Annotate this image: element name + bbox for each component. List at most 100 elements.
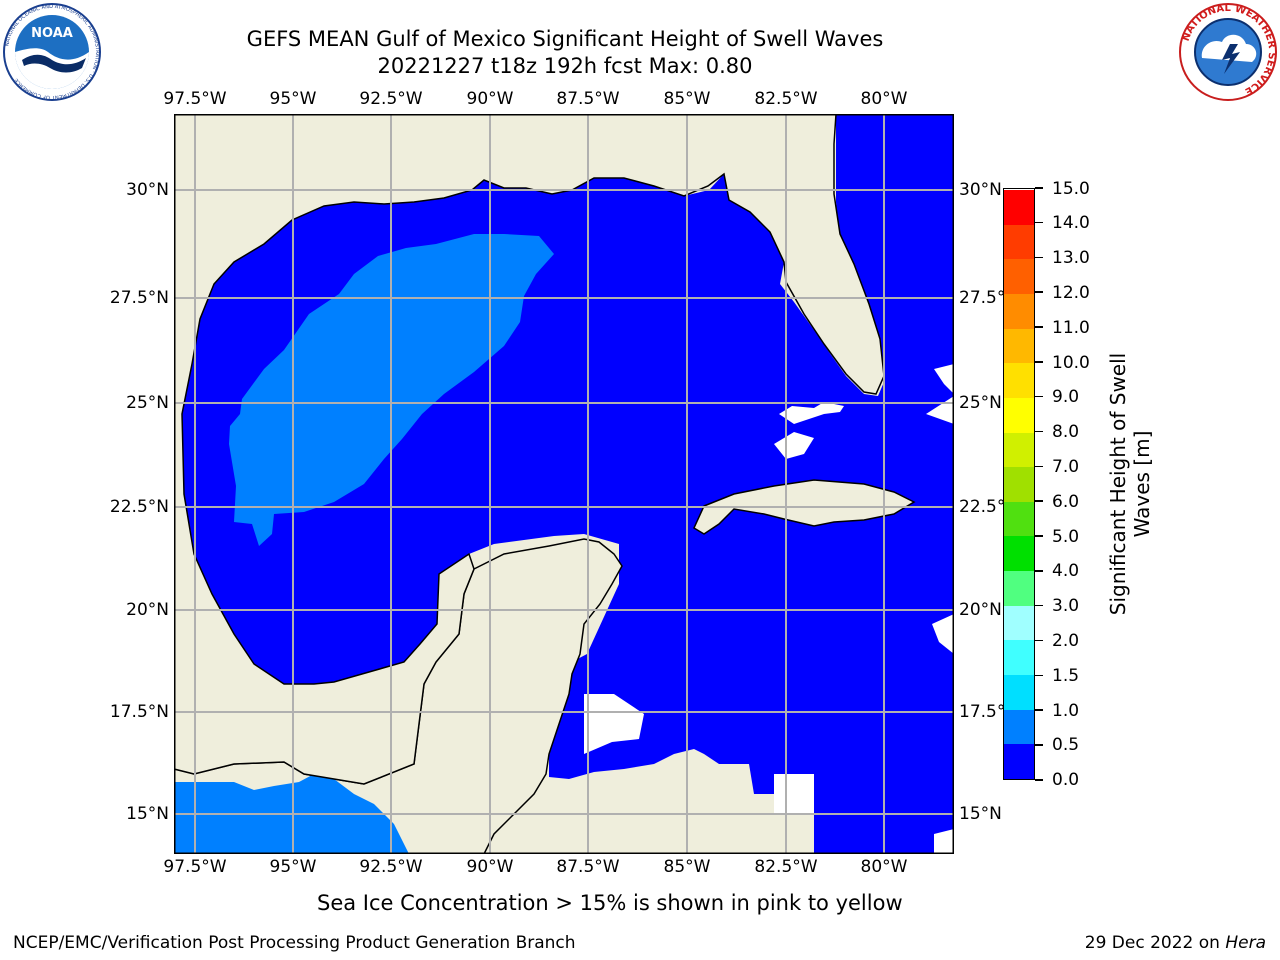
footer-date: 29 Dec 2022 on Hera [1085, 933, 1266, 953]
colorbar-title-line1: Significant Height of Swell [1106, 352, 1130, 616]
colorbar-tick-label: 6.0 [1052, 492, 1080, 512]
colorbar-tick-label: 5.0 [1052, 527, 1080, 547]
bottom-lon-label: 90°W [466, 857, 514, 877]
colorbar-tick-label: 2.0 [1052, 631, 1080, 651]
left-lat-label: 27.5°N [109, 288, 169, 308]
colorbar-tick-mark [1035, 291, 1043, 293]
colorbar-tick-mark [1035, 361, 1043, 363]
colorbar-tick-mark [1035, 674, 1043, 677]
colorbar-tick-label: 1.0 [1052, 701, 1080, 721]
footer-branch: NCEP/EMC/Verification Post Processing Pr… [13, 933, 576, 953]
colorbar-tick-mark [1035, 221, 1043, 224]
colorbar-tick-mark [1035, 535, 1043, 537]
colorbar-tick-mark [1035, 604, 1043, 607]
sea-ice-caption: Sea Ice Concentration > 15% is shown in … [317, 891, 903, 915]
top-lon-label: 90°W [466, 89, 514, 109]
right-lat-label: 15°N [959, 804, 1002, 824]
us-coast-land [174, 114, 885, 785]
colorbar-segment [1004, 328, 1034, 364]
left-lat-label: 17.5°N [109, 702, 169, 722]
colorbar-tick-label: 3.0 [1052, 596, 1080, 616]
top-lon-label: 97.5°W [163, 89, 227, 109]
colorbar-segment [1004, 432, 1034, 468]
colorbar-tick-label: 12.0 [1052, 283, 1090, 303]
colorbar-tick-mark [1035, 395, 1043, 398]
colorbar-tick-mark [1035, 500, 1043, 502]
colorbar-tick-mark [1035, 744, 1043, 746]
colorbar-segment [1004, 293, 1034, 329]
top-lon-label: 87.5°W [556, 89, 620, 109]
map-subtitle: 20221227 t18z 192h fcst Max: 0.80 [377, 54, 753, 78]
top-lon-label: 80°W [860, 89, 908, 109]
colorbar-segment [1004, 743, 1034, 779]
colorbar-tick-mark [1035, 256, 1043, 259]
bottom-lon-label: 92.5°W [359, 857, 423, 877]
left-lat-label: 25°N [126, 393, 169, 413]
bottom-lon-label: 85°W [663, 857, 711, 877]
colorbar-segment [1004, 570, 1034, 606]
colorbar-tick-label: 15.0 [1052, 179, 1090, 199]
top-lon-label: 85°W [663, 89, 711, 109]
colorbar-tick-label: 14.0 [1052, 213, 1090, 233]
colorbar-tick-mark [1035, 465, 1043, 468]
colorbar-segment [1004, 709, 1034, 745]
map-frame [174, 114, 954, 854]
colorbar-tick-label: 7.0 [1052, 457, 1080, 477]
colorbar-tick-label: 4.0 [1052, 561, 1080, 581]
top-lon-label: 82.5°W [754, 89, 818, 109]
map-title: GEFS MEAN Gulf of Mexico Significant Hei… [246, 27, 884, 51]
colorbar-segment [1004, 535, 1034, 572]
noaa-wordmark: NOAA [31, 26, 73, 41]
colorbar-segment [1004, 466, 1034, 502]
colorbar-tick-label: 0.5 [1052, 735, 1080, 755]
left-lat-label: 30°N [126, 180, 169, 200]
colorbar-tick-label: 11.0 [1052, 318, 1090, 338]
colorbar-segment [1004, 397, 1034, 433]
map-panel [174, 114, 954, 854]
colorbar-segment [1004, 189, 1034, 225]
grid-lines [174, 114, 954, 854]
colorbar-title: Significant Height of Swell Waves [m] [1106, 324, 1154, 644]
top-lon-label: 92.5°W [359, 89, 423, 109]
nws-logo: NATIONAL WEATHER SERVICE [1179, 3, 1277, 101]
map-svg [174, 114, 954, 854]
colorbar-segment [1004, 605, 1034, 641]
colorbar-tick-label: 8.0 [1052, 422, 1080, 442]
bottom-lon-label: 97.5°W [163, 857, 227, 877]
colorbar-tick-label: 0.0 [1052, 770, 1080, 790]
colorbar-tick-label: 1.5 [1052, 666, 1080, 686]
bottom-lon-label: 82.5°W [754, 857, 818, 877]
colorbar-tick-label: 10.0 [1052, 353, 1090, 373]
top-lon-label: 95°W [269, 89, 317, 109]
bottom-lon-label: 80°W [860, 857, 908, 877]
left-lat-label: 20°N [126, 600, 169, 620]
colorbar-segment [1004, 501, 1034, 537]
left-lat-label: 22.5°N [109, 497, 169, 517]
noaa-logo: NOAA NATIONAL OCEANIC AND ATMOSPHERIC AD… [3, 3, 101, 101]
colorbar-tick-label: 9.0 [1052, 387, 1080, 407]
colorbar-tick-mark [1035, 326, 1043, 328]
colorbar-segment [1004, 674, 1034, 710]
colorbar-tick-mark [1035, 639, 1043, 642]
colorbar-title-line2: Waves [m] [1130, 430, 1154, 538]
colorbar-segment [1004, 224, 1034, 260]
right-lat-label: 20°N [959, 600, 1002, 620]
right-lat-label: 25°N [959, 393, 1002, 413]
colorbar [1003, 188, 1035, 780]
bottom-lon-label: 95°W [269, 857, 317, 877]
colorbar-tick-mark [1035, 187, 1043, 189]
colorbar-segment [1004, 362, 1034, 398]
footer-date-text: 29 Dec 2022 on [1084, 933, 1226, 953]
colorbar-tick-mark [1035, 779, 1043, 781]
left-lat-label: 15°N [126, 804, 169, 824]
colorbar-tick-label: 13.0 [1052, 248, 1090, 268]
right-lat-label: 30°N [959, 180, 1002, 200]
colorbar-tick-mark [1035, 570, 1043, 572]
footer-host: Hera [1225, 933, 1266, 953]
bottom-lon-label: 87.5°W [556, 857, 620, 877]
colorbar-tick-mark [1035, 430, 1043, 433]
colorbar-segment [1004, 258, 1034, 294]
colorbar-tick-mark [1035, 709, 1043, 711]
colorbar-segment [1004, 639, 1034, 676]
